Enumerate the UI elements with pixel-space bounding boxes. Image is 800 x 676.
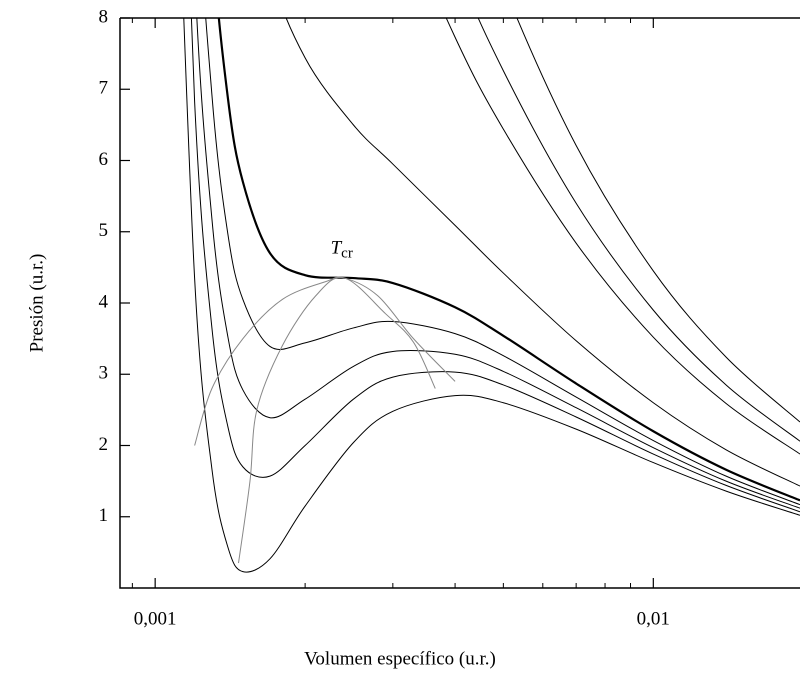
annotation-symbol: T: [331, 238, 343, 259]
isotherm: [194, 276, 456, 446]
isotherm: [516, 18, 800, 423]
y-axis-label: Presión (u.r.): [26, 254, 47, 353]
x-axis-label: Volumen específico (u.r.): [304, 648, 496, 669]
y-tick-label: 4: [99, 291, 109, 312]
y-tick-label: 8: [99, 6, 109, 27]
y-tick-label: 3: [99, 363, 109, 384]
y-tick-label: 6: [99, 149, 109, 170]
annotation-subscript: cr: [341, 246, 353, 262]
isotherm: [205, 18, 800, 506]
isotherm: [238, 277, 436, 564]
y-tick-label: 1: [99, 505, 109, 526]
isotherm: [477, 18, 800, 442]
x-tick-label: 0,01: [637, 608, 670, 629]
y-tick-label: 5: [99, 220, 109, 241]
y-tick-label: 7: [99, 78, 109, 99]
annotation: Tcr: [331, 238, 353, 262]
plot-frame: [119, 17, 800, 589]
isotherm: [190, 18, 800, 513]
x-tick-label: 0,001: [134, 608, 177, 629]
isotherm: [217, 18, 800, 502]
isotherm: [285, 18, 800, 487]
isotherm: [183, 18, 800, 573]
y-tick-label: 2: [99, 434, 109, 455]
curves: [183, 18, 800, 573]
isotherm: [196, 18, 800, 509]
isotherm: [445, 18, 800, 455]
